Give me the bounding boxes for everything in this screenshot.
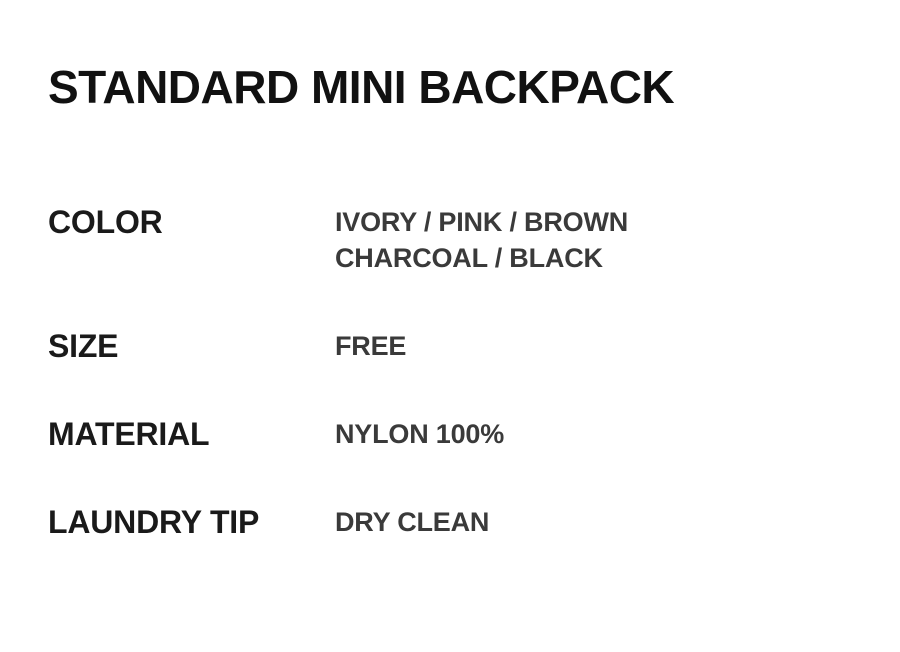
spec-row: SIZE FREE (48, 328, 860, 364)
spec-value: FREE (335, 328, 406, 364)
spec-label: COLOR (48, 204, 163, 240)
spec-label: SIZE (48, 328, 119, 364)
spec-row: COLOR IVORY / PINK / BROWN CHARCOAL / BLA… (48, 204, 860, 276)
spec-value-line: CHARCOAL / BLACK (335, 243, 603, 273)
spec-table: COLOR IVORY / PINK / BROWN CHARCOAL / BLA… (48, 204, 860, 540)
product-title: STANDARD MINI BACKPACK (48, 61, 675, 113)
spec-value: IVORY / PINK / BROWN CHARCOAL / BLACK (335, 204, 628, 276)
spec-label: MATERIAL (48, 416, 210, 452)
spec-value: DRY CLEAN (335, 504, 489, 540)
spec-row: LAUNDRY TIP DRY CLEAN (48, 504, 860, 540)
spec-value-line: IVORY / PINK / BROWN (335, 207, 629, 237)
spec-value-line: FREE (335, 331, 407, 361)
spec-value-line: NYLON 100% (335, 419, 505, 449)
spec-label: LAUNDRY TIP (48, 504, 260, 540)
spec-value-line: DRY CLEAN (335, 507, 490, 537)
spec-row: MATERIAL NYLON 100% (48, 416, 860, 452)
spec-value: NYLON 100% (335, 416, 504, 452)
